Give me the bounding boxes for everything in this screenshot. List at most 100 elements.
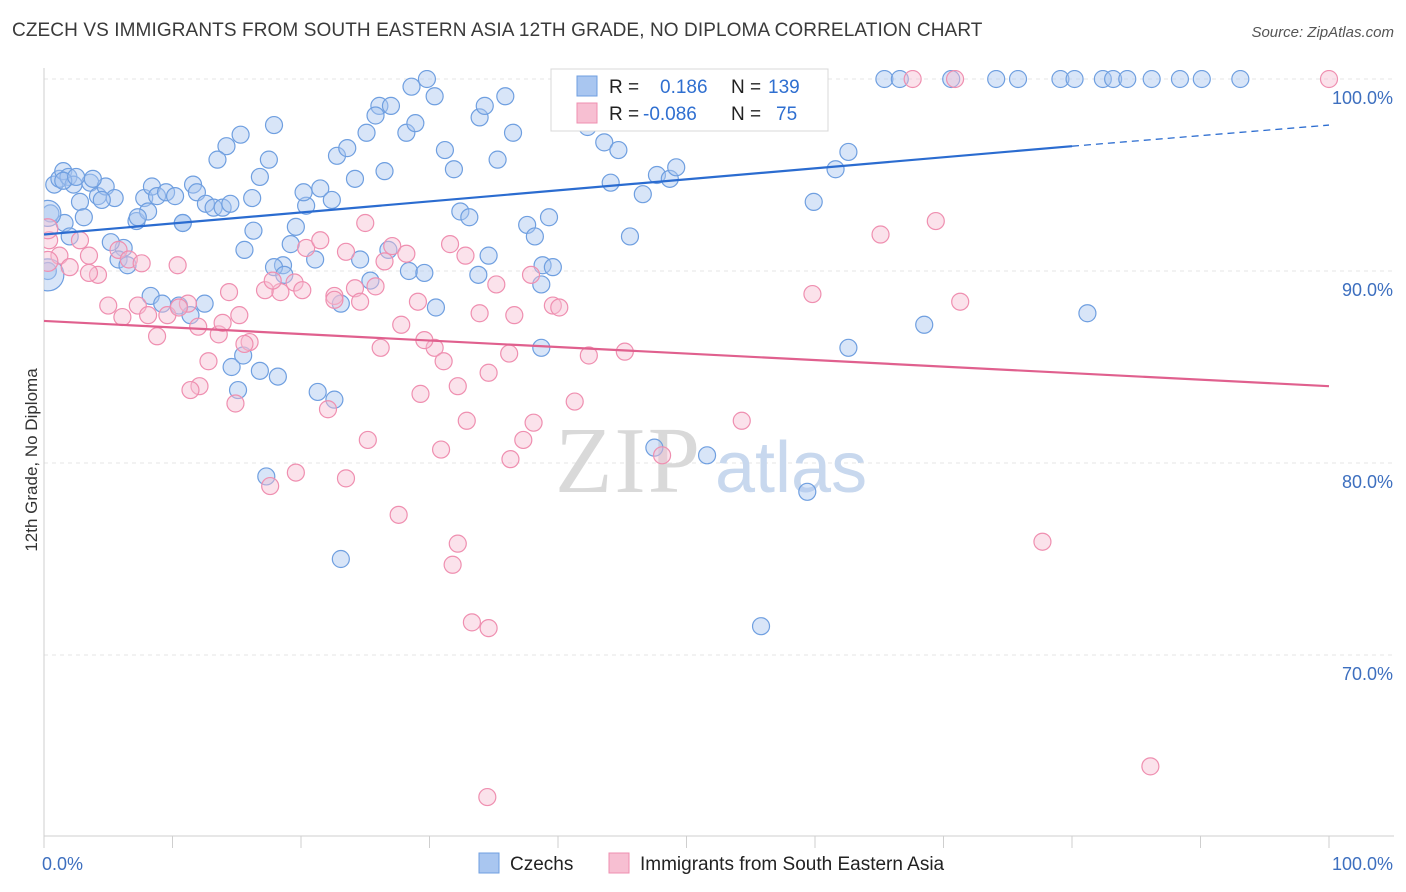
legend-n-value-czechs: 139 — [768, 77, 800, 98]
point-s0-51 — [327, 146, 347, 165]
point-s0-71 — [496, 87, 515, 106]
point-s1-44 — [132, 254, 151, 273]
point-s0-84 — [633, 185, 652, 204]
point-s1-85 — [803, 284, 822, 304]
correlation-legend: R = 0.186 N = 139 R = -0.086 N = 75 — [550, 68, 829, 132]
legend-swatch-czechs-bottom — [478, 852, 500, 874]
point-s0-145 — [839, 338, 858, 357]
point-s0-103 — [1093, 70, 1112, 89]
point-s0-135 — [250, 361, 269, 380]
point-s1-70 — [336, 469, 356, 488]
point-s0-109 — [1231, 70, 1250, 89]
y-axis-label: 12th Grade, No Diploma — [22, 368, 41, 552]
big-point-s1-1 — [44, 250, 59, 272]
point-s0-69 — [475, 96, 494, 115]
point-s0-65 — [444, 160, 464, 179]
point-s0-117 — [235, 240, 254, 259]
source-credit: Source: ZipAtlas.com — [1251, 24, 1394, 41]
point-s0-127 — [415, 263, 434, 283]
point-s0-61 — [402, 77, 421, 96]
legend-r-value-sea: -0.086 — [643, 104, 697, 125]
point-s0-49 — [311, 179, 330, 198]
point-s0-33 — [221, 194, 240, 213]
series-0-points — [44, 70, 1250, 636]
point-s0-17 — [92, 190, 111, 210]
point-s0-64 — [435, 140, 455, 160]
point-s1-32 — [383, 236, 402, 256]
point-s0-20 — [118, 256, 137, 275]
point-s1-5 — [88, 265, 108, 284]
point-s0-137 — [308, 382, 327, 402]
point-s0-47 — [297, 196, 316, 215]
point-s1-61 — [514, 430, 533, 450]
point-s1-91 — [478, 787, 497, 807]
trend-line-s1 — [43, 319, 1330, 388]
point-s0-44 — [273, 256, 293, 275]
big-point-s1-0 — [44, 218, 59, 240]
point-s0-46 — [286, 217, 305, 236]
point-s0-87 — [667, 158, 686, 177]
point-s0-133 — [222, 357, 241, 377]
point-s1-66 — [226, 394, 245, 413]
point-s0-7 — [70, 192, 90, 211]
point-s0-96 — [875, 70, 894, 89]
point-s0-81 — [601, 173, 620, 192]
point-s0-52 — [338, 139, 357, 158]
point-s0-98 — [942, 70, 961, 89]
point-s1-34 — [408, 292, 428, 311]
axes — [43, 68, 1394, 848]
legend-label-czechs: Czechs — [510, 854, 573, 875]
point-s1-53 — [371, 338, 390, 357]
point-s1-72 — [389, 505, 408, 524]
point-s0-26 — [165, 187, 185, 206]
point-s1-74 — [431, 440, 451, 459]
point-s0-60 — [406, 114, 425, 133]
point-s1-75 — [443, 555, 462, 574]
point-s1-49 — [263, 271, 282, 290]
point-s1-80 — [550, 298, 569, 317]
watermark-zip: ZIP — [555, 409, 702, 513]
point-s0-45 — [281, 235, 300, 254]
point-s0-56 — [366, 106, 385, 125]
point-s1-57 — [448, 377, 467, 396]
watermark-atlas: atlas — [715, 428, 867, 508]
point-s1-3 — [70, 231, 90, 250]
point-s1-4 — [79, 246, 99, 265]
trend-lines — [43, 124, 1330, 388]
point-s1-21 — [255, 281, 275, 300]
point-s1-16 — [199, 352, 218, 371]
point-s1-78 — [479, 619, 498, 638]
point-s1-18 — [219, 283, 239, 302]
point-s0-18 — [101, 233, 120, 252]
point-s0-118 — [244, 221, 263, 240]
x-tick-label-1: 100.0% — [1332, 854, 1393, 874]
y-tick-label-0: 100.0% — [1332, 88, 1393, 108]
point-s1-77 — [462, 613, 482, 632]
legend-r-label-czechs: R = — [609, 77, 639, 98]
point-s0-123 — [351, 250, 370, 269]
point-s1-69 — [318, 400, 338, 419]
point-s1-24 — [297, 238, 316, 258]
point-s1-81 — [579, 346, 598, 365]
point-s1-38 — [470, 304, 489, 323]
point-s0-2 — [45, 175, 64, 194]
point-s0-136 — [268, 367, 287, 386]
point-s0-128 — [426, 298, 446, 317]
point-s0-86 — [660, 169, 679, 188]
point-s1-29 — [356, 213, 375, 233]
point-s1-58 — [457, 411, 476, 430]
point-s0-66 — [451, 202, 470, 221]
data-points — [44, 70, 1339, 807]
legend-r-label-sea: R = — [609, 104, 639, 125]
point-s0-38 — [208, 150, 227, 169]
point-s0-24 — [147, 187, 167, 206]
x-tick-label-0: 0.0% — [42, 854, 83, 874]
point-s0-126 — [399, 261, 419, 281]
trend-extension-s0 — [1071, 124, 1330, 147]
point-s1-2 — [60, 258, 79, 277]
point-s1-88 — [951, 292, 970, 311]
point-s0-93 — [804, 192, 823, 211]
point-s1-68 — [286, 463, 305, 482]
point-s0-139 — [228, 380, 248, 400]
